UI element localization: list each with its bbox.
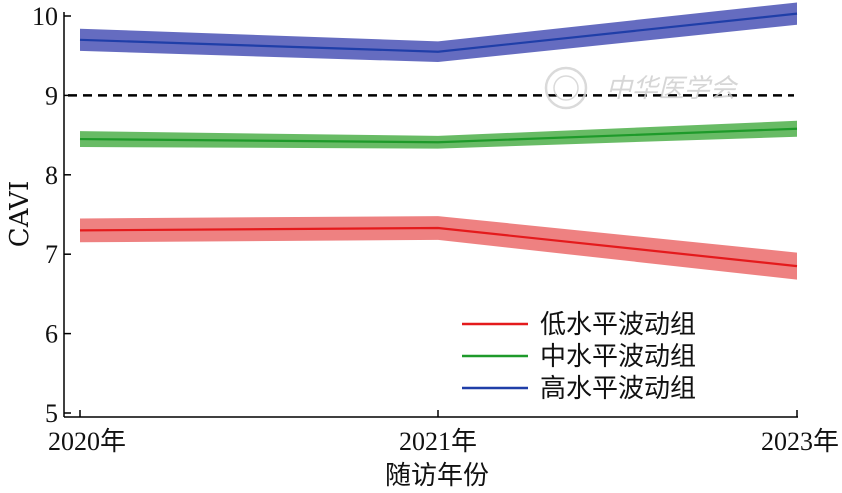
band-series-2 <box>80 120 797 149</box>
y-tick-label-8: 8 <box>45 161 58 190</box>
x-tick-label-1: 2020年 <box>48 427 126 456</box>
watermark-seal-icon <box>544 66 588 110</box>
watermark: 中华医学会 <box>544 66 739 110</box>
line-series-2 <box>79 127 798 144</box>
y-axis-title: CAVI <box>5 181 35 247</box>
watermark-seal-inner-icon <box>553 75 579 101</box>
band-series-3 <box>80 2 797 63</box>
tick-labels: 5 6 7 8 9 10 2020年 2021年 2023年 <box>32 2 839 456</box>
watermark-text: 中华医学会 <box>606 74 739 104</box>
legend-label-3: 高水平波动组 <box>540 374 696 404</box>
y-tick-label-7: 7 <box>45 240 58 269</box>
line-series-3 <box>79 12 798 53</box>
y-tick-label-6: 6 <box>45 320 58 349</box>
line-series-1 <box>79 226 798 268</box>
x-axis-title: 随访年份 <box>385 461 489 491</box>
series-lines <box>79 12 798 268</box>
x-tick-label-2: 2021年 <box>399 427 477 456</box>
legend-label-2: 中水平波动组 <box>540 342 696 372</box>
x-tick-label-3: 2023年 <box>761 427 839 456</box>
y-tick-label-5: 5 <box>45 399 58 428</box>
band-series-1 <box>80 216 797 280</box>
y-tick-label-9: 9 <box>45 81 58 110</box>
axes <box>63 12 798 418</box>
legend-label-1: 低水平波动组 <box>540 310 696 340</box>
y-tick-label-10: 10 <box>32 2 58 31</box>
